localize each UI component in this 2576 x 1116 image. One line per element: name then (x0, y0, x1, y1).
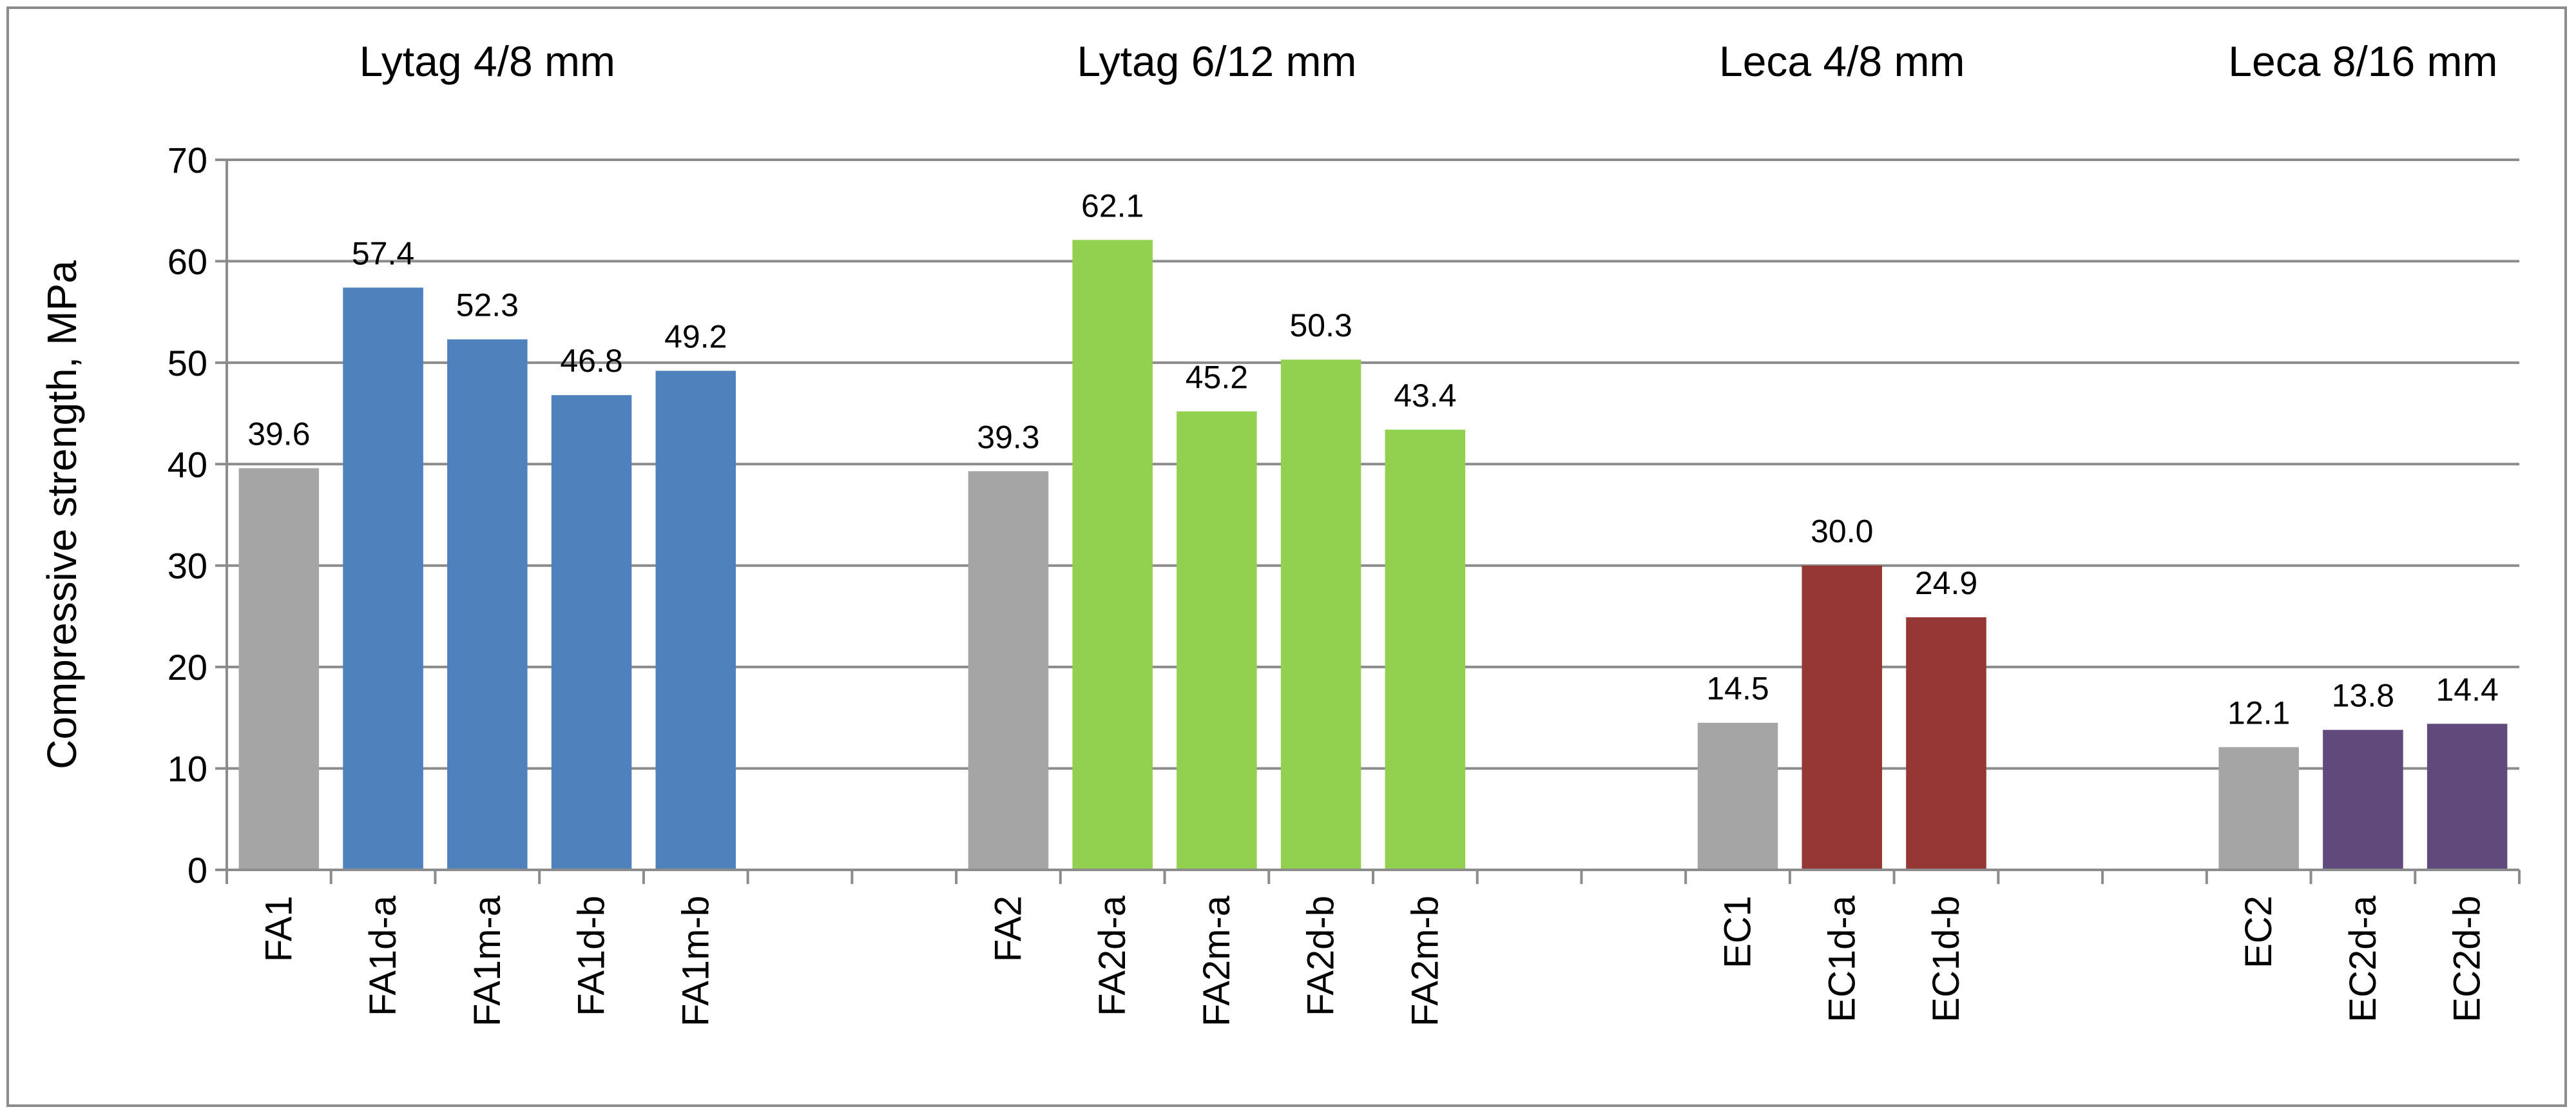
data-label: 14.4 (2436, 671, 2498, 707)
y-tick-label: 10 (168, 749, 207, 789)
x-tick-label: FA2m-a (1196, 895, 1238, 1026)
bar-ec1d-b (1906, 617, 1986, 870)
x-tick-label: FA2m-b (1404, 896, 1446, 1026)
group-title: Lytag 4/8 mm (360, 37, 615, 85)
x-tick-label: FA1 (258, 896, 300, 962)
y-tick-label: 50 (168, 343, 207, 383)
data-label: 62.1 (1081, 188, 1144, 224)
bar-fa1m-a (447, 339, 528, 870)
x-tick-label: FA2d-a (1091, 895, 1133, 1016)
bar-ec1d-a (1802, 565, 1883, 870)
bar-fa1d-b (551, 395, 632, 870)
data-label: 13.8 (2332, 678, 2394, 714)
data-label: 45.2 (1186, 359, 1248, 395)
data-label: 12.1 (2227, 695, 2290, 731)
y-axis-title: Compressive strength, MPa (39, 260, 85, 769)
x-tick-label: EC1d-a (1821, 895, 1863, 1022)
data-label: 39.6 (247, 416, 310, 452)
x-tick-label: EC2d-b (2446, 896, 2488, 1023)
y-tick-label: 20 (168, 647, 207, 688)
group-title: Leca 4/8 mm (1719, 37, 1965, 85)
x-tick-label: FA1m-b (675, 896, 716, 1026)
data-label: 14.5 (1706, 671, 1769, 707)
x-tick-label: FA1d-b (571, 896, 613, 1016)
y-tick-label: 30 (168, 546, 207, 586)
bar-ec1 (1697, 722, 1778, 870)
bar-fa2m-b (1385, 429, 1466, 870)
data-label: 49.2 (664, 318, 727, 354)
y-tick-label: 60 (168, 241, 207, 282)
data-label: 43.4 (1394, 378, 1456, 414)
bar-ec2d-b (2427, 724, 2508, 870)
bar-fa2d-a (1072, 240, 1153, 871)
bar-ec2 (2218, 747, 2299, 870)
bar-fa2 (968, 471, 1049, 870)
x-tick-label: EC1 (1717, 896, 1759, 968)
y-tick-label: 40 (168, 444, 207, 485)
x-tick-label: EC1d-b (1925, 896, 1967, 1023)
x-tick-label: EC2d-a (2342, 895, 2384, 1022)
x-tick-label: EC2 (2238, 896, 2280, 968)
data-label: 52.3 (456, 287, 519, 323)
bar-fa2m-a (1177, 411, 1257, 870)
bar-fa1d-a (343, 287, 423, 870)
y-tick-label: 70 (168, 140, 207, 180)
data-label: 30.0 (1811, 514, 1873, 550)
x-tick-label: FA1m-a (466, 895, 508, 1026)
x-tick-label: FA1d-a (362, 895, 404, 1016)
group-title: Leca 8/16 mm (2228, 37, 2497, 85)
x-tick-label: FA2 (987, 896, 1029, 962)
group-title: Lytag 6/12 mm (1077, 37, 1356, 85)
bar-fa1 (238, 468, 320, 870)
bar-ec2d-a (2323, 729, 2403, 870)
data-label: 46.8 (560, 343, 622, 379)
data-label: 24.9 (1915, 565, 1977, 601)
x-tick-label: FA2d-b (1300, 896, 1342, 1016)
data-label: 50.3 (1289, 307, 1352, 343)
bar-fa2d-b (1280, 360, 1361, 870)
data-label: 57.4 (352, 235, 414, 271)
bar-fa1m-b (655, 370, 736, 870)
data-label: 39.3 (977, 419, 1039, 455)
y-tick-label: 0 (187, 850, 207, 890)
